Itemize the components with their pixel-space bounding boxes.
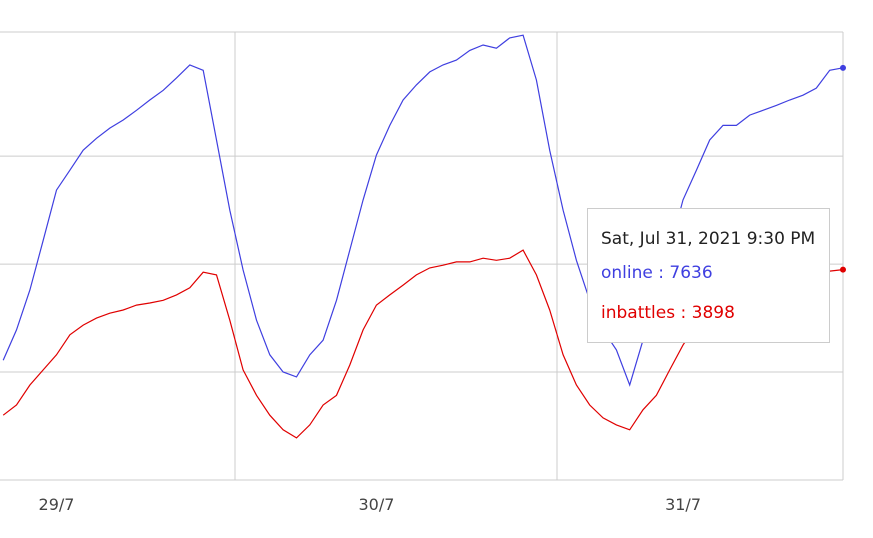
series-line — [2, 34, 844, 387]
tooltip-value: 3898 — [691, 303, 735, 323]
x-tick-label: 29/7 — [39, 495, 75, 514]
tooltip-separator: : — [652, 263, 670, 283]
x-tick-label: 31/7 — [665, 495, 701, 514]
tooltip-separator: : — [675, 303, 692, 323]
end-point — [840, 266, 846, 273]
tooltip-series-name: inbattles — [601, 303, 676, 323]
grid — [0, 31, 844, 481]
tooltip-series-name: online — [601, 263, 653, 283]
tooltip-value: 7636 — [669, 263, 713, 283]
tooltip-inbattles: inbattles : 3898 — [601, 303, 735, 323]
x-tick-label: 30/7 — [358, 495, 394, 514]
tooltip-online: online : 7636 — [601, 263, 713, 283]
end-point — [840, 64, 846, 71]
tooltip: Sat, Jul 31, 2021 9:30 PM online : 7636 … — [587, 208, 830, 343]
tooltip-title: Sat, Jul 31, 2021 9:30 PM — [601, 229, 816, 249]
